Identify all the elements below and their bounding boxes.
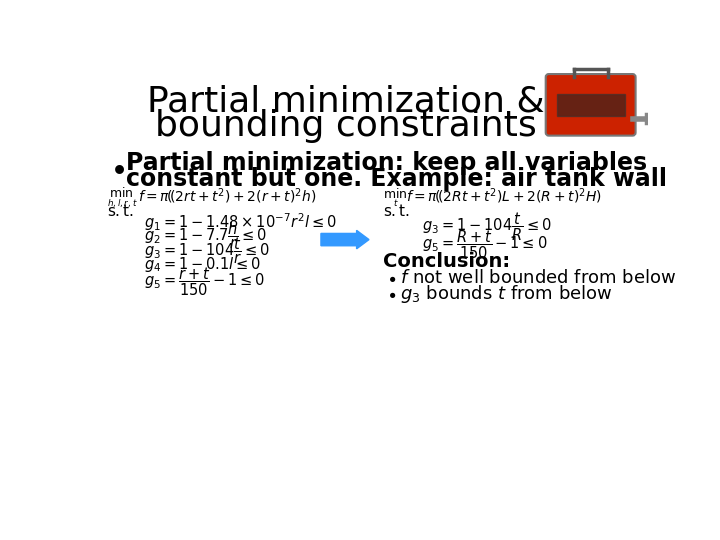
FancyBboxPatch shape — [546, 74, 636, 136]
Text: constant but one. Example: air tank wall: constant but one. Example: air tank wall — [126, 167, 667, 191]
Bar — [557, 94, 625, 116]
Text: $g_3 = 1-104\dfrac{t}{r} \leq 0$: $g_3 = 1-104\dfrac{t}{r} \leq 0$ — [144, 236, 270, 266]
Text: $\mathrm{s.t.}$: $\mathrm{s.t.}$ — [383, 203, 410, 219]
Text: $\mathrm{s.t.}$: $\mathrm{s.t.}$ — [107, 203, 134, 219]
Text: $g_2 = 1-7.7\dfrac{h}{r} \leq 0$: $g_2 = 1-7.7\dfrac{h}{r} \leq 0$ — [144, 220, 267, 251]
Text: $f = \pi\!\left(\!\left(2rt+t^2\right)+2(r+t)^2 h\right)$: $f = \pi\!\left(\!\left(2rt+t^2\right)+2… — [138, 186, 317, 206]
Text: Partial minimization: keep all variables: Partial minimization: keep all variables — [126, 151, 647, 176]
Text: $f$ not well bounded from below: $f$ not well bounded from below — [400, 269, 676, 287]
Text: $g_5 = \dfrac{r+t}{150}-1 \leq 0$: $g_5 = \dfrac{r+t}{150}-1 \leq 0$ — [144, 266, 266, 298]
Text: Partial minimization &: Partial minimization & — [147, 85, 544, 119]
Text: $g_3$ bounds $t$ from below: $g_3$ bounds $t$ from below — [400, 284, 613, 305]
Text: $\bullet$: $\bullet$ — [386, 269, 396, 287]
Text: $g_5 = \dfrac{R+t}{150}-1 \leq 0$: $g_5 = \dfrac{R+t}{150}-1 \leq 0$ — [422, 229, 547, 261]
Text: $g_1 = 1-1.48\times10^{-7}r^2l \leq 0$: $g_1 = 1-1.48\times10^{-7}r^2l \leq 0$ — [144, 211, 337, 233]
Text: $g_3 = 1-104\dfrac{t}{R} \leq 0$: $g_3 = 1-104\dfrac{t}{R} \leq 0$ — [422, 210, 552, 243]
FancyArrow shape — [321, 231, 369, 249]
Text: $\underset{t}{\min}$: $\underset{t}{\min}$ — [383, 186, 408, 208]
Text: bounding constraints: bounding constraints — [155, 110, 536, 144]
Text: $\underset{h,l,r,t}{\min}$: $\underset{h,l,r,t}{\min}$ — [107, 185, 138, 210]
Text: Conclusion:: Conclusion: — [383, 252, 510, 272]
Text: $g_4 = 1-0.1l \leq 0$: $g_4 = 1-0.1l \leq 0$ — [144, 255, 261, 274]
Text: $\bullet$: $\bullet$ — [109, 154, 125, 183]
Text: $\bullet$: $\bullet$ — [386, 285, 396, 303]
Text: $f = \pi\!\left(\!\left(2Rt+t^2\right)L+2(R+t)^2 H\right)$: $f = \pi\!\left(\!\left(2Rt+t^2\right)L+… — [406, 186, 602, 206]
